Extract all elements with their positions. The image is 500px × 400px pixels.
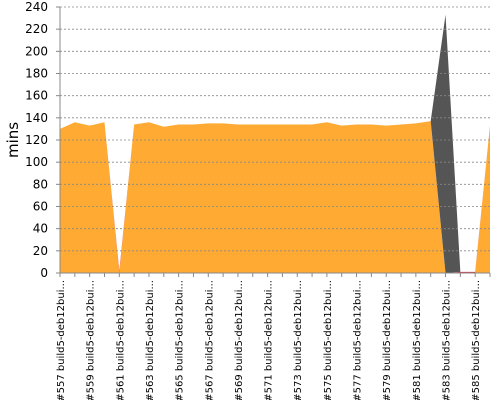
y-tick-label: 240 — [25, 0, 48, 14]
y-tick-label: 0 — [40, 266, 48, 280]
x-tick-label: #571 build5-deb12bui... — [264, 280, 275, 400]
area — [60, 14, 490, 274]
y-tick-label: 160 — [25, 89, 48, 103]
y-axis-label: mins — [4, 122, 22, 158]
x-tick-label: #559 build5-deb12bui... — [86, 280, 97, 400]
y-tick-label: 180 — [25, 67, 48, 81]
y-tick-label: 100 — [25, 155, 48, 169]
x-tick-label: #563 build5-deb12bui... — [145, 280, 156, 400]
y-tick-label: 20 — [33, 244, 48, 258]
x-tick-label: #575 build5-deb12bui... — [323, 280, 334, 400]
y-tick-label: 140 — [25, 111, 48, 125]
y-tick-label: 60 — [33, 200, 48, 214]
y-tick-label: 120 — [25, 133, 48, 147]
y-tick-label: 200 — [25, 44, 48, 58]
y-tick-label: 220 — [25, 22, 48, 36]
x-tick-label: #557 build5-deb12bui... — [56, 280, 67, 400]
x-tick-label: #565 build5-deb12bui... — [175, 280, 186, 400]
x-tick-label: #581 build5-deb12bui... — [412, 280, 423, 400]
y-tick-label: 80 — [33, 177, 48, 191]
x-tick-label: #583 build5-deb12bui... — [442, 280, 453, 400]
x-tick-label: #569 build5-deb12bui... — [234, 280, 245, 400]
y-tick-label: 40 — [33, 222, 48, 236]
x-tick-label: #579 build5-deb12bui... — [382, 280, 393, 400]
area — [60, 121, 490, 274]
x-tick-label: #561 build5-deb12bui... — [115, 280, 126, 400]
x-tick-label: #577 build5-deb12bui... — [353, 280, 364, 400]
x-tick-label: #585 build5-deb12bui... — [471, 280, 482, 400]
x-tick-label: #567 build5-deb12bui... — [204, 280, 215, 400]
x-tick-label: #573 build5-deb12bui... — [293, 280, 304, 400]
